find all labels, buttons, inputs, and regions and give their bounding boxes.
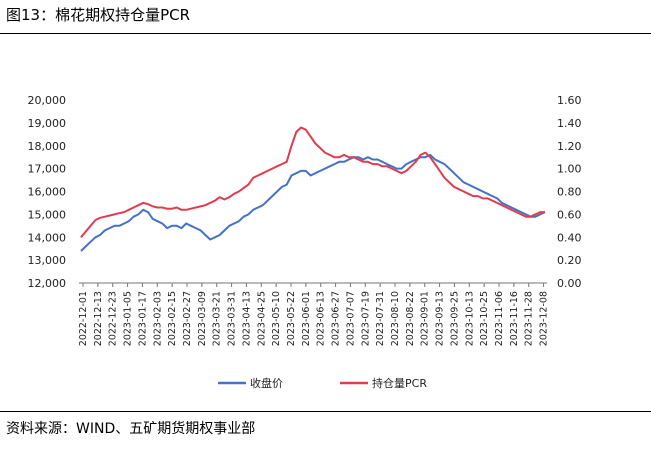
left-axis-tick-label: 15,000 (28, 208, 67, 221)
close-price-line (80, 153, 546, 252)
x-axis-tick-label: 2023-04-25 (256, 291, 267, 346)
right-axis-tick-label: 1.40 (557, 117, 582, 130)
legend-pcr-label: 持仓量PCR (372, 376, 427, 390)
x-axis-tick-label: 2023-01-17 (137, 291, 148, 346)
right-axis-tick-label: 0.40 (557, 231, 582, 244)
x-axis-tick-label: 2023-02-27 (182, 291, 193, 346)
x-axis-ticks: 2022-12-01 2022-12-13 2022-12-23 2023-01-05… (78, 283, 550, 346)
right-axis-tick-label: 0.00 (557, 277, 582, 290)
x-axis-tick-label: 2023-09-01 (420, 291, 431, 346)
x-axis-tick-label: 2023-07-07 (345, 291, 356, 346)
right-axis-tick-label: 1.60 (557, 94, 582, 107)
x-axis-tick-label: 2023-10-25 (479, 291, 490, 346)
left-axis-tick-label: 18,000 (28, 140, 67, 153)
x-axis-tick-label: 2023-03-09 (197, 291, 208, 346)
x-axis-tick-label: 2023-02-03 (152, 291, 163, 346)
right-axis-tick-label: 0.20 (557, 254, 582, 267)
x-axis-tick-label: 2023-11-06 (494, 291, 505, 346)
left-axis-tick-label: 16,000 (28, 186, 67, 199)
x-axis-tick-label: 2023-07-19 (360, 291, 371, 346)
left-axis-tick-label: 13,000 (28, 254, 67, 267)
x-axis-tick-label: 2023-08-10 (390, 291, 401, 346)
left-axis-tick-label: 12,000 (28, 277, 67, 290)
bottom-rule (0, 411, 651, 412)
left-axis-ticks: 12,000 13,000 14,000 15,000 16,000 17,000 18,0… (28, 94, 67, 290)
left-axis-tick-label: 14,000 (28, 231, 67, 244)
x-axis-tick-label: 2023-05-22 (286, 291, 297, 346)
right-axis-ticks: 0.00 0.20 0.40 0.60 0.80 1.00 1.20 1.40 1.60 (557, 94, 582, 290)
x-axis-tick-label: 2022-12-01 (78, 291, 89, 346)
series-lines (80, 126, 546, 252)
right-axis-tick-label: 0.80 (557, 186, 582, 199)
x-axis-tick-label: 2023-03-31 (227, 291, 238, 346)
x-axis-tick-label: 2023-12-08 (539, 291, 550, 346)
x-axis-tick-label: 2023-07-31 (375, 291, 386, 346)
source-note: 资料来源：WIND、五矿期货期权事业部 (6, 421, 256, 437)
x-axis-tick-label: 2023-06-01 (301, 291, 312, 346)
x-axis-tick-label: 2023-06-13 (316, 291, 327, 346)
left-axis-tick-label: 17,000 (28, 163, 67, 176)
x-axis-tick-label: 2023-09-25 (449, 291, 460, 346)
x-axis-tick-label: 2023-03-21 (212, 291, 223, 346)
right-axis-tick-label: 0.60 (557, 208, 582, 221)
x-axis-tick-label: 2023-09-13 (435, 291, 446, 346)
x-axis-tick-label: 2023-01-05 (123, 291, 134, 346)
x-axis-tick-label: 2022-12-23 (108, 291, 119, 346)
right-axis-tick-label: 1.00 (557, 163, 582, 176)
x-axis-tick-label: 2023-02-15 (167, 291, 178, 346)
pcr-line (80, 126, 545, 238)
x-axis-tick-label: 2023-10-13 (464, 291, 475, 346)
x-axis-tick-label: 2023-04-13 (241, 291, 252, 346)
x-axis-tick-label: 2023-06-27 (331, 291, 342, 346)
x-axis-tick-label: 2023-05-10 (271, 291, 282, 346)
x-axis-tick-label: 2023-11-16 (509, 291, 520, 346)
x-axis-tick-label: 2023-11-28 (524, 291, 535, 346)
figure-title: 图13：棉花期权持仓量PCR (6, 6, 191, 24)
left-axis-tick-label: 19,000 (28, 117, 67, 130)
left-axis-tick-label: 20,000 (28, 94, 67, 107)
x-axis-tick-label: 2022-12-13 (93, 291, 104, 346)
legend-close-price-label: 收盘价 (250, 376, 283, 390)
chart-legend: 收盘价 持仓量PCR (218, 376, 427, 390)
x-axis-tick-label: 2023-08-22 (405, 291, 416, 346)
right-axis-tick-label: 1.20 (557, 140, 582, 153)
top-rule (0, 33, 651, 34)
cotton-option-pcr-chart: 12,000 13,000 14,000 15,000 16,000 17,000 18,0… (28, 94, 582, 390)
